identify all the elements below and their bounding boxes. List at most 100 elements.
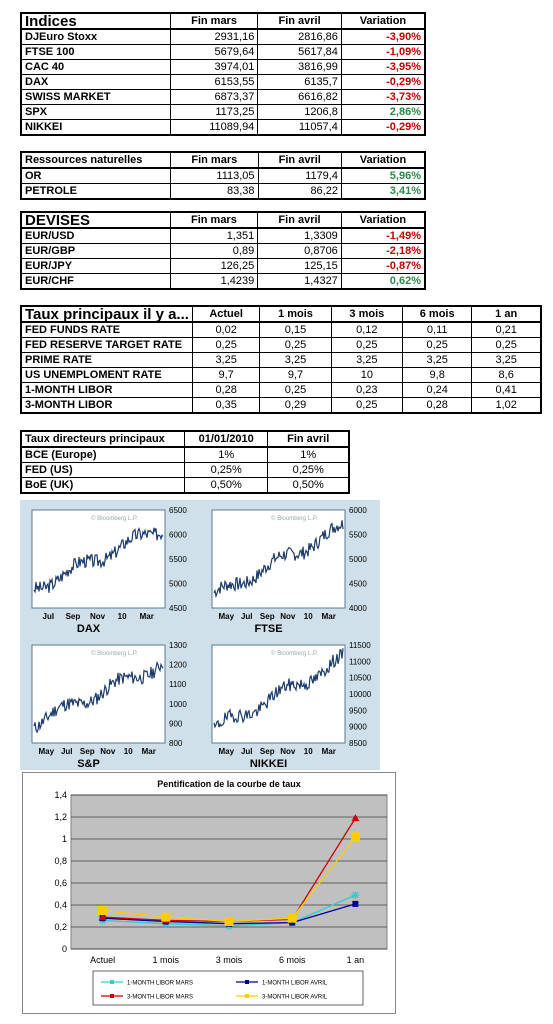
mini-chart-dax: © Bloomberg L.P. 6500 6000 5500 5000 4500 Jul S…	[20, 500, 200, 635]
mini-chart-y-tick: 1300	[169, 641, 187, 650]
taux-table: Taux principaux il y a... Actuel 1 mois …	[20, 305, 542, 414]
directeurs-title: Taux directeurs principaux	[20, 430, 186, 448]
directeurs-row-name: FED (US)	[20, 462, 186, 478]
yield-legend-marker	[110, 980, 114, 984]
mini-chart-y-tick: 1000	[169, 700, 187, 709]
taux-row-name: 1-MONTH LIBOR	[20, 382, 193, 398]
mini-chart-y-tick: 6500	[169, 506, 187, 515]
taux-row-value: 9,8	[401, 367, 473, 383]
devises-row-mars: 1,351	[169, 227, 259, 244]
yield-x-tick: 1 mois	[153, 955, 180, 965]
indices-row: CAC 40 3974,01 3816,99 -3,95%	[20, 59, 426, 75]
yield-x-tick: Actuel	[90, 955, 115, 965]
devises-row-variation: -0,87%	[340, 258, 426, 274]
indices-row-name: SPX	[20, 104, 171, 120]
mini-chart-x-tick: May	[38, 747, 54, 756]
indices-row: SWISS MARKET 6873,37 6616,82 -3,73%	[20, 89, 426, 105]
taux-col-1an: 1 an	[471, 305, 542, 323]
indices-title: Indices	[20, 12, 171, 30]
taux-row: FED FUNDS RATE 0,02 0,15 0,12 0,11 0,21	[20, 321, 542, 338]
taux-row-name: FED RESERVE TARGET RATE	[20, 337, 193, 353]
mini-chart-plot-area	[31, 644, 166, 744]
taux-col-actuel: Actuel	[191, 305, 261, 323]
devises-row-name: EUR/JPY	[20, 258, 171, 274]
indices-row-mars: 3974,01	[169, 59, 259, 75]
mini-chart-x-tick: Mar	[322, 612, 336, 621]
mini-chart-y-tick: 4500	[169, 604, 187, 613]
taux-row: 1-MONTH LIBOR 0,28 0,25 0,23 0,24 0,41	[20, 382, 542, 398]
indices-row-variation: -1,09%	[340, 44, 426, 60]
mini-chart-y-tick: 1200	[169, 661, 187, 670]
indices-row-name: SWISS MARKET	[20, 89, 171, 105]
devises-col-mars: Fin mars	[169, 211, 259, 229]
yield-legend-label: 3-MONTH LIBOR MARS	[127, 995, 193, 1001]
taux-row-value: 1,02	[471, 397, 542, 414]
mini-chart-y-tick: 9500	[349, 706, 367, 715]
taux-row-value: 10	[330, 367, 404, 383]
ressources-title: Ressources naturelles	[20, 151, 172, 169]
mini-chart-x-tick: Jul	[61, 747, 73, 756]
taux-row-name: FED FUNDS RATE	[20, 321, 193, 338]
indices-row-name: NIKKEI	[20, 119, 171, 136]
mini-chart-y-tick: 5500	[169, 555, 187, 564]
mini-chart-price-line	[213, 520, 344, 599]
mini-chart-y-tick: 11000	[349, 657, 371, 666]
indices-row: FTSE 100 5679,64 5617,84 -1,09%	[20, 44, 426, 60]
indices-col-variation: Variation	[340, 12, 426, 30]
taux-row-value: 0,29	[259, 397, 332, 414]
devises-row: EUR/GBP 0,89 0,8706 -2,18%	[20, 243, 426, 259]
taux-row-name: US UNEMPLOMENT RATE	[20, 367, 193, 383]
devises-row: EUR/JPY 126,25 125,15 -0,87%	[20, 258, 426, 274]
indices-row-avril: 6135,7	[257, 74, 342, 90]
yield-legend-label: 1-MONTH LIBOR AVRIL	[262, 981, 328, 987]
taux-row-value: 0,12	[330, 321, 404, 338]
taux-row: PRIME RATE 3,25 3,25 3,25 3,25 3,25	[20, 352, 542, 368]
bloomberg-watermark: © Bloomberg L.P.	[271, 515, 318, 522]
directeurs-row-name: BoE (UK)	[20, 477, 186, 494]
mini-chart-y-tick: 5500	[349, 531, 367, 540]
yield-legend-marker	[245, 994, 249, 998]
directeurs-col-date: 01/01/2010	[184, 430, 269, 448]
taux-row-value: 0,23	[330, 382, 404, 398]
yield-y-tick: 1	[62, 834, 67, 844]
indices-row: NIKKEI 11089,94 11057,4 -0,29%	[20, 119, 426, 136]
ressources-table: Ressources naturelles Fin mars Fin avril…	[20, 151, 426, 200]
indices-row-avril: 3816,99	[257, 59, 342, 75]
taux-title: Taux principaux il y a...	[20, 305, 193, 323]
yield-point	[352, 900, 359, 907]
yield-legend-label: 3-MONTH LIBOR AVRIL	[262, 995, 328, 1001]
indices-row-mars: 1173,25	[169, 104, 259, 120]
mini-chart-nikkei: © Bloomberg L.P. 11500 11000 10500 10000 9500…	[200, 635, 380, 770]
devises-row: EUR/CHF 1,4239 1,4327 0,62%	[20, 273, 426, 290]
yield-point	[98, 913, 107, 921]
taux-row-value: 3,25	[471, 352, 542, 368]
ressources-header-row: Ressources naturelles Fin mars Fin avril…	[20, 151, 426, 169]
indices-row-name: DJEuro Stoxx	[20, 28, 171, 45]
devises-row-variation: -2,18%	[340, 243, 426, 259]
devises-row-avril: 1,4327	[257, 273, 342, 290]
mini-chart-y-tick: 10500	[349, 674, 372, 683]
taux-row-value: 0,25	[191, 337, 261, 353]
devises-row-mars: 1,4239	[169, 273, 259, 290]
taux-row-name: PRIME RATE	[20, 352, 193, 368]
mini-chart-x-tick: Mar	[322, 747, 336, 756]
indices-row-mars: 6153,55	[169, 74, 259, 90]
taux-row-value: 0,02	[191, 321, 261, 338]
directeurs-row: BoE (UK) 0,50% 0,50%	[20, 477, 350, 494]
taux-row-value: 3,25	[330, 352, 404, 368]
taux-row-value: 3,25	[191, 352, 261, 368]
directeurs-header-row: Taux directeurs principaux 01/01/2010 Fi…	[20, 430, 350, 448]
mini-chart-y-tick: 5000	[169, 580, 187, 589]
indices-row-mars: 5679,64	[169, 44, 259, 60]
directeurs-row: BCE (Europe) 1% 1%	[20, 446, 350, 463]
mini-chart-y-tick: 5000	[349, 555, 367, 564]
indices-row-mars: 6873,37	[169, 89, 259, 105]
devises-row-mars: 0,89	[169, 243, 259, 259]
taux-row-value: 0,25	[401, 337, 473, 353]
directeurs-col-avril: Fin avril	[267, 430, 350, 448]
indices-row-variation: -3,95%	[340, 59, 426, 75]
taux-row-value: 0,11	[401, 321, 473, 338]
taux-row-value: 0,15	[259, 321, 332, 338]
taux-row-value: 0,24	[401, 382, 473, 398]
devises-col-avril: Fin avril	[257, 211, 342, 229]
